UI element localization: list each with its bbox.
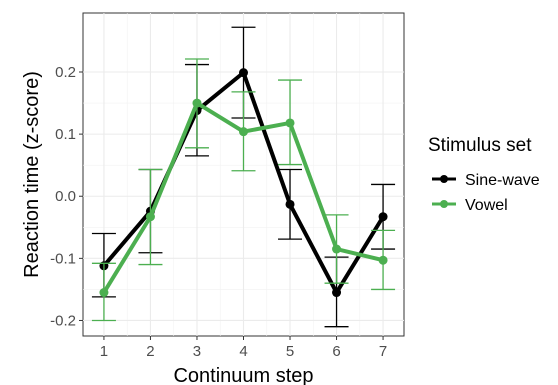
legend-label-sine-wave: Sine-wave <box>465 172 540 189</box>
data-point <box>378 212 388 222</box>
x-tick-label: 4 <box>239 343 247 360</box>
legend-swatch-marker <box>440 175 448 183</box>
series-layer <box>91 26 396 328</box>
x-tick-label: 1 <box>100 343 108 360</box>
x-tick-label: 7 <box>379 343 387 360</box>
y-tick-label: 0.1 <box>55 126 76 143</box>
legend-item-vowel: Vowel <box>432 197 508 214</box>
y-tick-label: 0.2 <box>55 64 76 81</box>
data-point <box>239 68 248 78</box>
x-tick-label: 5 <box>286 343 294 360</box>
data-point <box>285 118 295 128</box>
y-tick-label: 0.0 <box>55 188 76 205</box>
axis-ticks: -0.2 -0.1 0.0 0.1 0.2 1 2 3 4 5 6 7 <box>50 64 387 360</box>
y-axis-title: Reaction time (z-score) <box>21 71 43 278</box>
series-vowel <box>91 58 396 322</box>
legend: Stimulus set Sine-wave Vowel <box>428 135 540 214</box>
data-point <box>332 288 342 298</box>
legend-label-vowel: Vowel <box>465 197 508 214</box>
data-point <box>145 212 155 222</box>
data-point <box>285 199 295 209</box>
grid <box>83 13 404 336</box>
data-point <box>192 98 202 108</box>
legend-title: Stimulus set <box>428 135 532 156</box>
x-tick-label: 6 <box>332 343 340 360</box>
legend-item-sine-wave: Sine-wave <box>432 172 540 189</box>
y-tick-label: -0.2 <box>50 312 76 329</box>
x-axis-title: Continuum step <box>173 365 313 385</box>
data-point <box>239 127 248 137</box>
y-tick-label: -0.1 <box>50 250 76 267</box>
data-point <box>99 288 109 298</box>
x-tick-label: 2 <box>146 343 154 360</box>
data-point <box>332 244 342 254</box>
legend-swatch-marker <box>440 200 448 208</box>
x-tick-label: 3 <box>193 343 201 360</box>
data-point <box>378 255 388 265</box>
